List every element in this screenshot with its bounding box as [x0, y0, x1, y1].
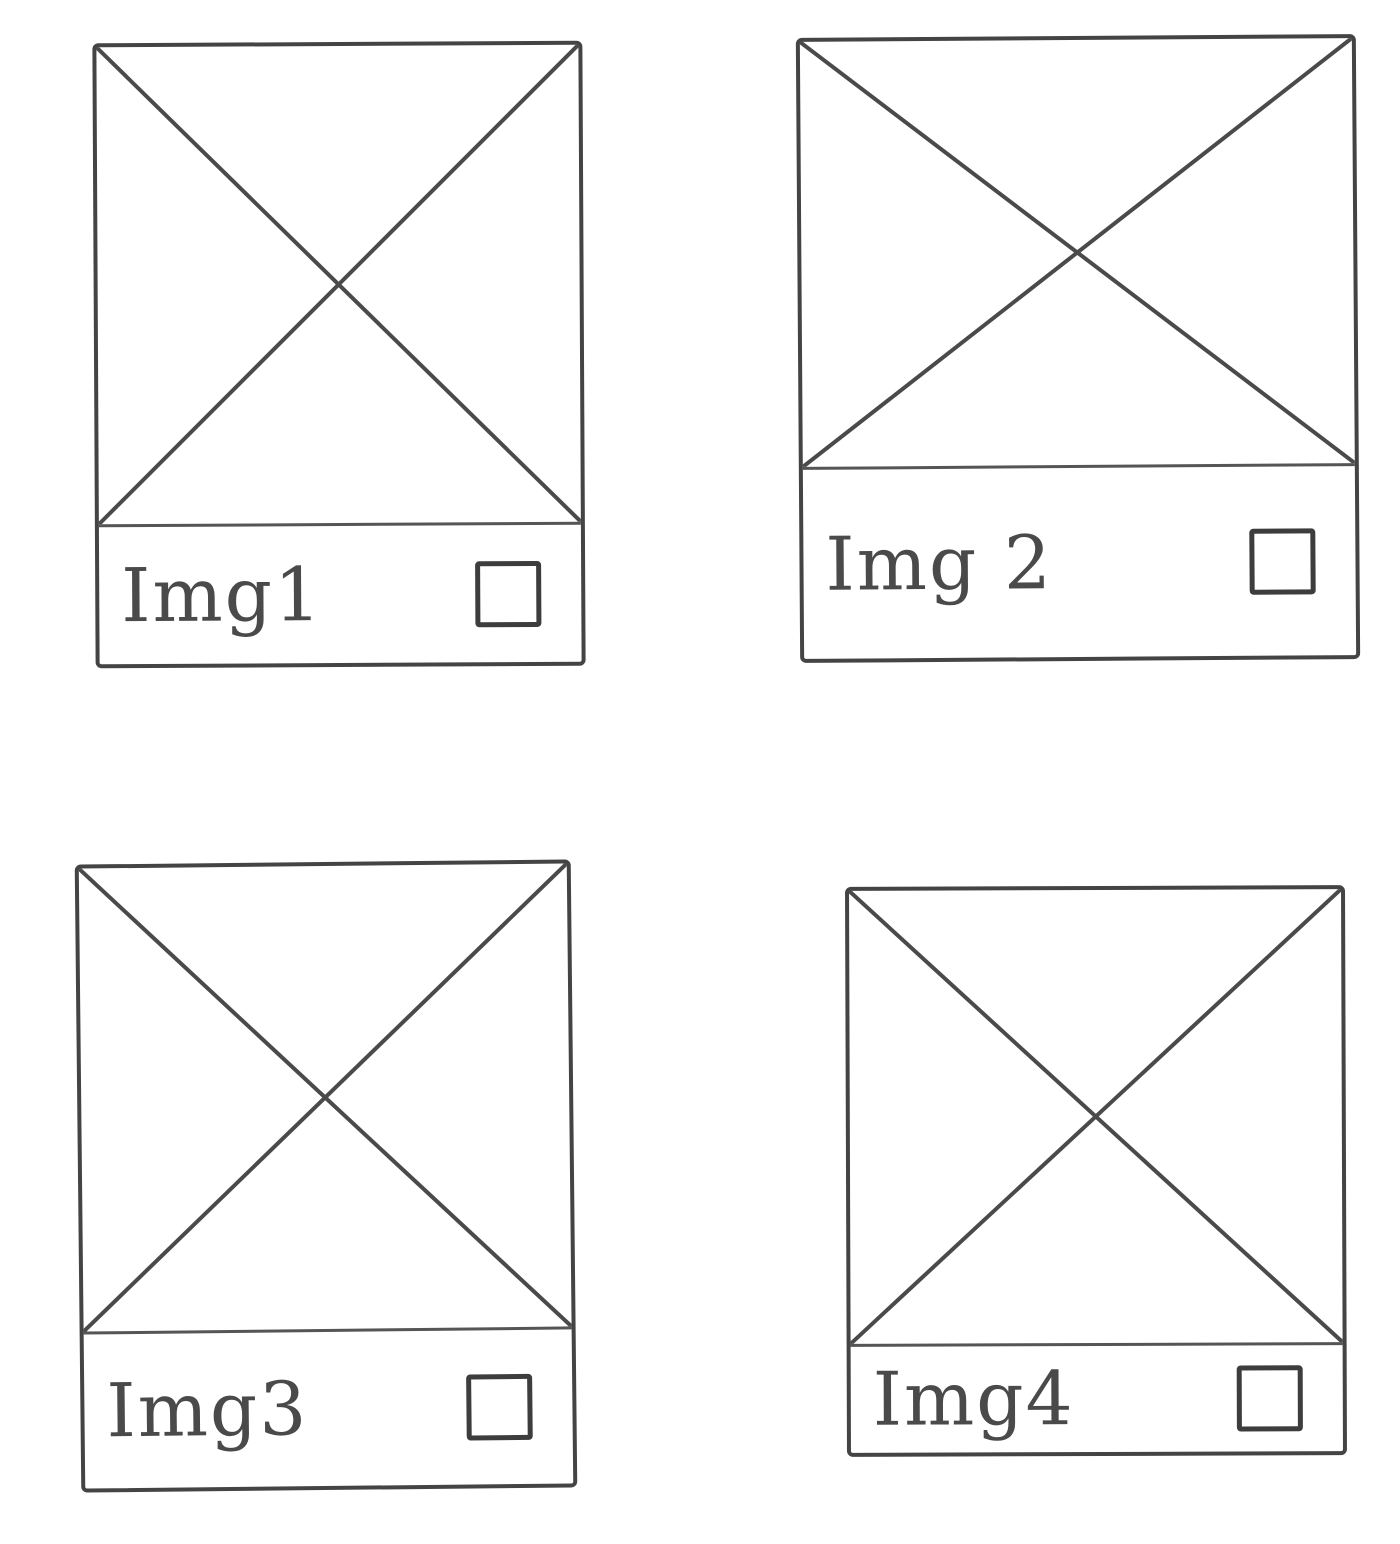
image-placeholder[interactable]	[799, 38, 1355, 470]
image-label: Img1	[121, 551, 324, 639]
select-checkbox[interactable]	[466, 1373, 533, 1441]
image-card: Img 2	[795, 34, 1361, 663]
image-label: Img4	[872, 1356, 1075, 1443]
select-checkbox[interactable]	[1236, 1365, 1303, 1432]
card-footer: Img 2	[803, 466, 1356, 659]
card-footer: Img3	[84, 1329, 574, 1488]
card-footer: Img1	[99, 525, 582, 665]
image-card: Img1	[92, 40, 586, 669]
image-card: Img3	[74, 859, 578, 1493]
card-footer: Img4	[851, 1345, 1343, 1453]
select-checkbox[interactable]	[1249, 527, 1316, 595]
image-placeholder[interactable]	[78, 863, 572, 1335]
image-placeholder[interactable]	[849, 889, 1343, 1347]
image-label: Img3	[106, 1366, 309, 1455]
image-placeholder-icon	[849, 889, 1343, 1344]
image-card: Img4	[845, 885, 1347, 1457]
image-placeholder-icon	[800, 38, 1355, 467]
select-checkbox[interactable]	[475, 560, 542, 627]
image-label: Img 2	[825, 519, 1054, 608]
image-placeholder[interactable]	[96, 44, 581, 528]
image-placeholder-icon	[79, 863, 572, 1331]
image-placeholder-icon	[96, 45, 580, 525]
